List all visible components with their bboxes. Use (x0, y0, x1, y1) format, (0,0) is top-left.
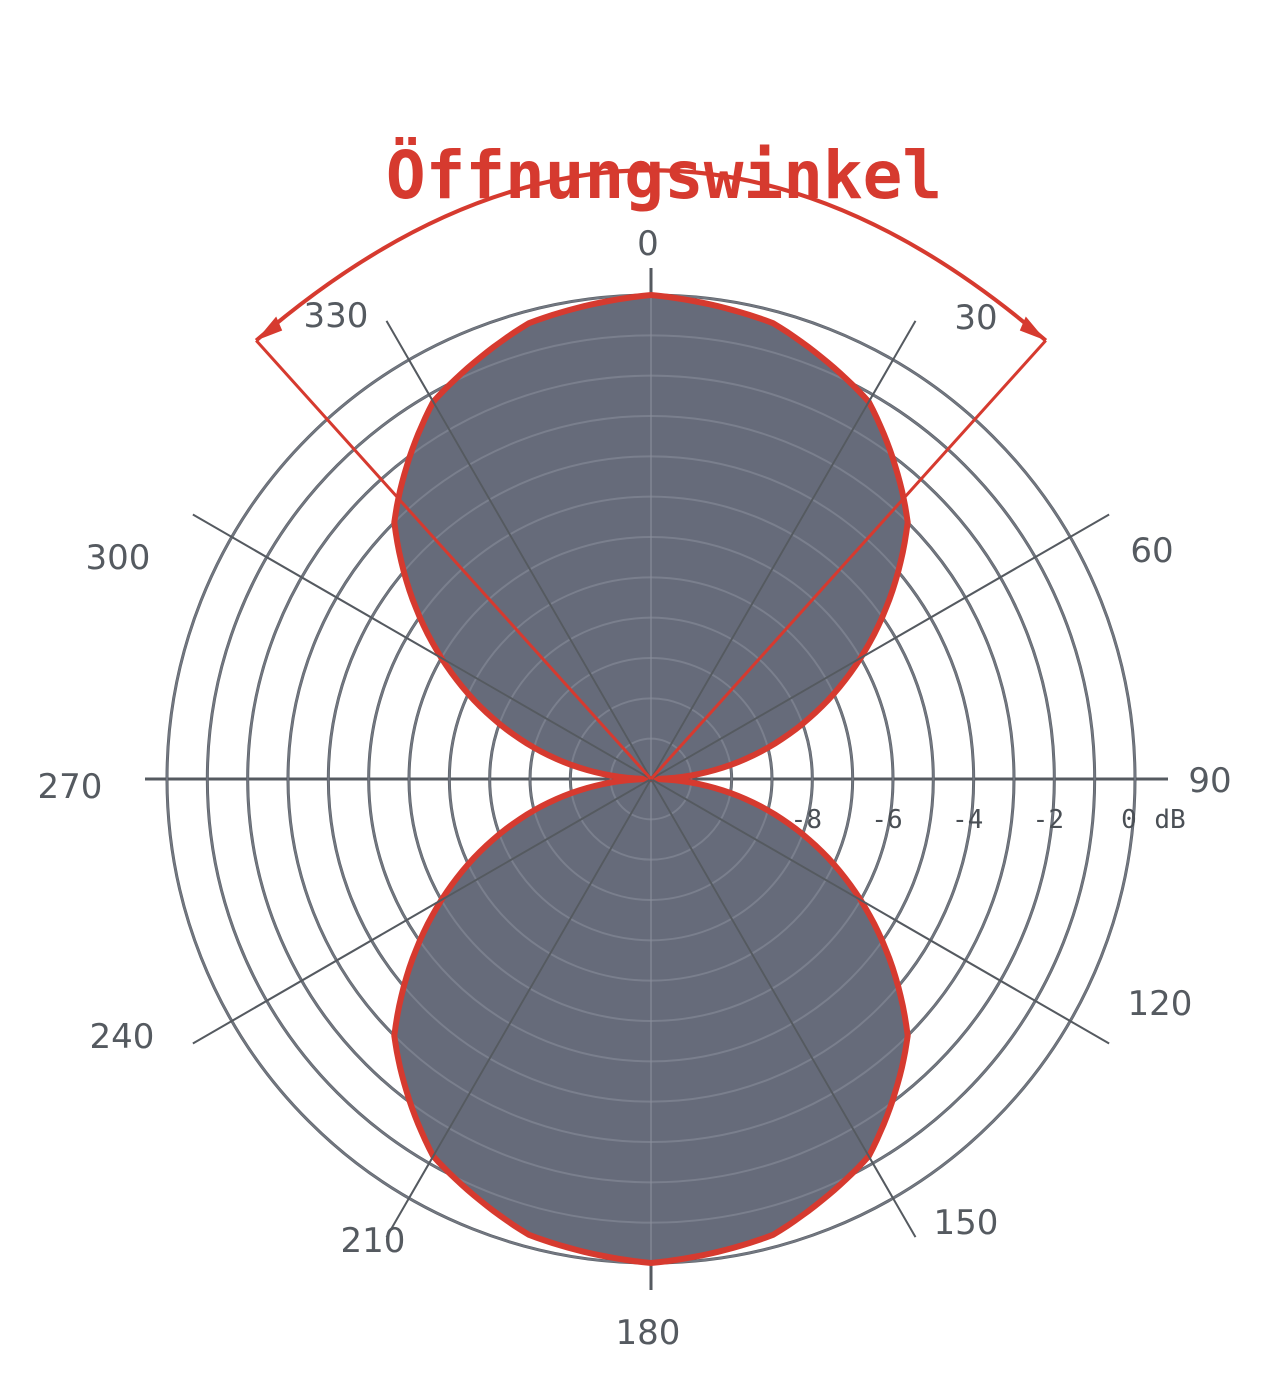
angle-tick-label: 300 (86, 538, 151, 578)
angle-tick-label: 180 (616, 1313, 681, 1353)
radial-tick-label: -8 (791, 805, 822, 835)
angle-tick-label: 210 (341, 1221, 406, 1261)
radial-tick-label: -6 (871, 805, 902, 835)
beamwidth-arc (254, 168, 1048, 343)
angle-tick-label: 240 (90, 1017, 155, 1057)
spoke-150 (650, 778, 917, 1238)
labels-layer: 0 30 60 90 120 150 180 210 240 270 300 330 -8 -6 -4 -2 0… (38, 224, 1232, 1353)
pattern-lobe (394, 295, 908, 1263)
spokes-layer (192, 320, 1110, 1238)
spoke-30 (650, 320, 917, 780)
spoke-330 (385, 320, 652, 780)
angle-tick-label: 270 (38, 767, 103, 807)
spoke-60 (650, 513, 1110, 780)
chart-title: Öffnungswinkel (386, 137, 942, 214)
spoke-120 (650, 778, 1110, 1045)
angle-tick-label: 120 (1128, 984, 1193, 1024)
angle-tick-label: 330 (304, 296, 369, 336)
angle-tick-label: 90 (1188, 761, 1231, 801)
arrowhead-right-icon (1019, 316, 1046, 341)
angle-tick-label: 30 (954, 298, 997, 338)
beamwidth-annotation: Öffnungswinkel (254, 137, 1048, 781)
radial-unit-label: dB (1154, 805, 1185, 835)
beamwidth-line-left (255, 339, 653, 781)
radial-tick-label: -2 (1033, 805, 1064, 835)
spoke-210 (385, 778, 652, 1238)
spoke-300 (192, 513, 652, 780)
radial-tick-label: 0 (1121, 805, 1137, 835)
arrowhead-left-icon (256, 316, 283, 341)
angle-tick-label: 0 (637, 224, 659, 264)
beamwidth-line-right (649, 339, 1047, 781)
spoke-240 (192, 778, 652, 1045)
angle-tick-label: 60 (1130, 531, 1173, 571)
angle-tick-label: 150 (934, 1203, 999, 1243)
radial-tick-label: -4 (952, 805, 983, 835)
